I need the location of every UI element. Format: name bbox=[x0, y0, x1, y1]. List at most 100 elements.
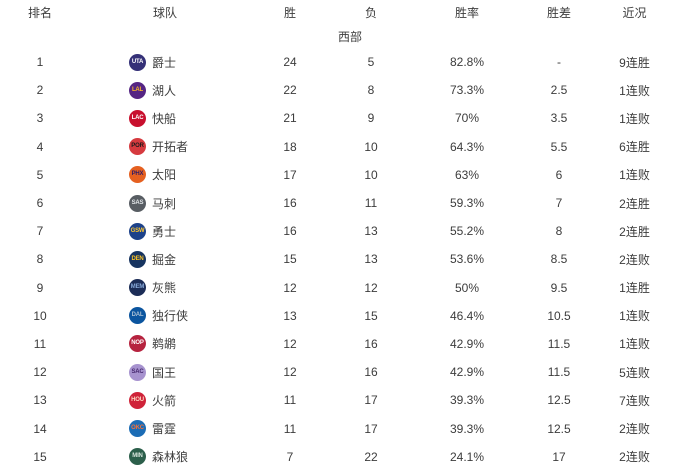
streak-cell: 2连败 bbox=[619, 450, 650, 465]
team-cell[interactable]: GSW 勇士 bbox=[80, 217, 250, 245]
losses-cell: 15 bbox=[364, 308, 378, 323]
table-row: 10 DAL 独行侠 13 15 46.4% 10.5 1连败 bbox=[0, 302, 700, 330]
header-losses: 负 bbox=[364, 5, 377, 20]
table-row: 9 MEM 灰熊 12 12 50% 9.5 1连胜 bbox=[0, 274, 700, 302]
team-name[interactable]: 爵士 bbox=[152, 55, 177, 70]
table-row: 3 LAC 快船 21 9 70% 3.5 1连败 bbox=[0, 104, 700, 132]
team-name[interactable]: 快船 bbox=[152, 111, 177, 126]
table-row: 5 PHX 太阳 17 10 63% 6 1连败 bbox=[0, 161, 700, 189]
win-pct-cell: 73.3% bbox=[449, 83, 485, 98]
wins-cell: 12 bbox=[283, 280, 297, 295]
rank-cell: 3 bbox=[36, 111, 44, 126]
team-name[interactable]: 灰熊 bbox=[152, 281, 177, 296]
wins-cell: 11 bbox=[283, 421, 297, 436]
win-pct-cell: 59.3% bbox=[449, 196, 485, 211]
team-cell[interactable]: LAC 快船 bbox=[80, 104, 250, 132]
table-row: 8 DEN 掘金 15 13 53.6% 8.5 2连败 bbox=[0, 245, 700, 273]
table-row: 12 SAC 国王 12 16 42.9% 11.5 5连败 bbox=[0, 358, 700, 386]
losses-cell: 16 bbox=[364, 365, 378, 380]
team-name[interactable]: 火箭 bbox=[152, 393, 177, 408]
win-pct-cell: 63% bbox=[454, 167, 480, 182]
team-logo-icon: GSW bbox=[129, 222, 146, 240]
wins-cell: 24 bbox=[283, 55, 297, 70]
team-name[interactable]: 雷霆 bbox=[152, 422, 177, 437]
team-cell[interactable]: MEM 灰熊 bbox=[80, 274, 250, 302]
team-logo-icon: DEN bbox=[129, 250, 146, 268]
team-name[interactable]: 鹈鹕 bbox=[152, 337, 177, 352]
streak-cell: 2连胜 bbox=[619, 224, 650, 239]
team-cell[interactable]: POR 开拓者 bbox=[80, 133, 250, 161]
team-name[interactable]: 森林狼 bbox=[152, 450, 189, 465]
team-cell[interactable]: OKC 雷霆 bbox=[80, 414, 250, 442]
rank-cell: 14 bbox=[33, 421, 47, 436]
team-cell[interactable]: HOU 火箭 bbox=[80, 386, 250, 414]
win-pct-cell: 24.1% bbox=[449, 449, 485, 464]
streak-cell: 1连败 bbox=[619, 168, 650, 183]
team-cell[interactable]: NOP 鹈鹕 bbox=[80, 330, 250, 358]
rank-cell: 5 bbox=[36, 167, 44, 182]
streak-cell: 2连败 bbox=[619, 252, 650, 267]
header-games-behind: 胜差 bbox=[546, 5, 571, 20]
streak-cell: 2连败 bbox=[619, 422, 650, 437]
team-name[interactable]: 湖人 bbox=[152, 83, 177, 98]
team-cell[interactable]: DEN 掘金 bbox=[80, 245, 250, 273]
team-logo-icon: HOU bbox=[129, 391, 146, 409]
games-behind-cell: 8.5 bbox=[550, 252, 568, 267]
team-name[interactable]: 掘金 bbox=[152, 252, 177, 267]
streak-cell: 5连败 bbox=[619, 365, 650, 380]
team-cell[interactable]: SAS 马刺 bbox=[80, 189, 250, 217]
streak-cell: 9连胜 bbox=[619, 55, 650, 70]
wins-cell: 16 bbox=[283, 224, 297, 239]
streak-cell: 7连败 bbox=[619, 393, 650, 408]
win-pct-cell: 53.6% bbox=[449, 252, 485, 267]
win-pct-cell: 50% bbox=[454, 280, 480, 295]
team-logo-icon: NOP bbox=[129, 335, 146, 353]
wins-cell: 11 bbox=[283, 393, 297, 408]
losses-cell: 11 bbox=[364, 196, 378, 211]
games-behind-cell: 7 bbox=[555, 196, 563, 211]
team-logo-icon: LAL bbox=[129, 81, 146, 99]
team-cell[interactable]: SAC 国王 bbox=[80, 358, 250, 386]
table-row: 2 LAL 湖人 22 8 73.3% 2.5 1连败 bbox=[0, 76, 700, 104]
table-row: 11 NOP 鹈鹕 12 16 42.9% 11.5 1连败 bbox=[0, 330, 700, 358]
team-cell[interactable]: LAL 湖人 bbox=[80, 76, 250, 104]
team-logo-icon: SAC bbox=[129, 363, 146, 381]
team-name[interactable]: 独行侠 bbox=[152, 309, 189, 324]
rank-cell: 6 bbox=[36, 196, 44, 211]
team-logo-icon: SAS bbox=[129, 194, 146, 212]
team-cell[interactable]: UTA 爵士 bbox=[80, 48, 250, 76]
games-behind-cell: 5.5 bbox=[550, 139, 568, 154]
team-cell[interactable]: DAL 独行侠 bbox=[80, 302, 250, 330]
losses-cell: 13 bbox=[364, 252, 378, 267]
team-name[interactable]: 开拓者 bbox=[152, 140, 189, 155]
team-logo-icon: MEM bbox=[129, 279, 146, 297]
team-name[interactable]: 马刺 bbox=[152, 196, 177, 211]
table-row: 4 POR 开拓者 18 10 64.3% 5.5 6连胜 bbox=[0, 133, 700, 161]
win-pct-cell: 42.9% bbox=[449, 336, 485, 351]
games-behind-cell: 3.5 bbox=[550, 111, 568, 126]
team-cell[interactable]: PHX 太阳 bbox=[80, 161, 250, 189]
losses-cell: 12 bbox=[364, 280, 378, 295]
header-streak: 近况 bbox=[622, 5, 647, 20]
games-behind-cell: - bbox=[557, 55, 561, 70]
table-row: 15 MIN 森林狼 7 22 24.1% 17 2连败 bbox=[0, 443, 700, 471]
team-name[interactable]: 国王 bbox=[152, 365, 177, 380]
losses-cell: 17 bbox=[364, 393, 378, 408]
losses-cell: 9 bbox=[367, 111, 375, 126]
team-name[interactable]: 太阳 bbox=[152, 168, 177, 183]
wins-cell: 12 bbox=[283, 336, 297, 351]
wins-cell: 21 bbox=[283, 111, 297, 126]
header-rank: 排名 bbox=[27, 5, 52, 20]
rank-cell: 9 bbox=[36, 280, 44, 295]
wins-cell: 18 bbox=[283, 139, 297, 154]
losses-cell: 22 bbox=[364, 449, 378, 464]
losses-cell: 8 bbox=[367, 83, 375, 98]
games-behind-cell: 11.5 bbox=[547, 365, 571, 380]
streak-cell: 1连败 bbox=[619, 337, 650, 352]
team-name[interactable]: 勇士 bbox=[152, 224, 177, 239]
team-cell[interactable]: MIN 森林狼 bbox=[80, 443, 250, 471]
wins-cell: 13 bbox=[283, 308, 297, 323]
wins-cell: 22 bbox=[283, 83, 297, 98]
team-logo-icon: PHX bbox=[129, 166, 146, 184]
rank-cell: 7 bbox=[36, 224, 44, 239]
